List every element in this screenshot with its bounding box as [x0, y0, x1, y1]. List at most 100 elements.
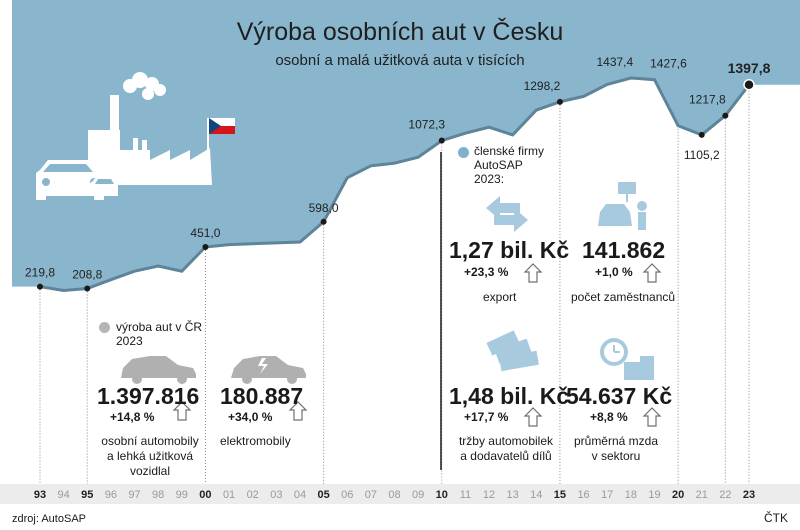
stat-wage-delta: +8,8 % — [590, 410, 628, 424]
data-label: 1397,8 — [728, 60, 771, 76]
up-arrow-icon — [642, 263, 662, 283]
data-markers — [37, 79, 755, 292]
x-tick-label: 00 — [199, 489, 211, 501]
x-tick-label: 93 — [34, 489, 46, 501]
stat-revenue-caption: tržby automobilek a dodavatelů dílů — [450, 434, 562, 464]
worker-icon — [598, 182, 647, 230]
data-marker — [722, 112, 729, 119]
source-note: zdroj: AutoSAP — [12, 513, 86, 525]
stat-ev-value: 180.887 — [220, 383, 304, 409]
x-tick-label: 13 — [507, 489, 519, 501]
car-small-windows — [95, 179, 114, 184]
caption-line: průměrná mzda — [573, 434, 659, 448]
x-tick-label: 09 — [412, 489, 424, 501]
x-tick-label: 08 — [388, 489, 400, 501]
stat-employees-caption: počet zaměstnanců — [571, 290, 676, 304]
stat-employees-value: 141.862 — [582, 237, 666, 263]
stat-ev-caption: elektromobily — [220, 434, 291, 448]
production-line — [39, 76, 751, 293]
stat-wage-value: 54.637 Kč — [566, 383, 673, 409]
data-label: 1072,3 — [408, 118, 445, 132]
stat-wage-caption: průměrná mzda v sektoru — [560, 434, 672, 464]
data-label: 219,8 — [25, 266, 55, 280]
x-tick-label: 12 — [483, 489, 495, 501]
x-tick-label: 10 — [436, 489, 448, 501]
x-tick-label: 19 — [648, 489, 660, 501]
x-tick-label: 94 — [58, 489, 70, 501]
stat-revenue-delta: +17,7 % — [464, 410, 509, 424]
x-tick-label: 99 — [176, 489, 188, 501]
x-tick-label: 17 — [601, 489, 613, 501]
stat-export-caption: export — [483, 290, 517, 304]
x-tick-label: 98 — [152, 489, 164, 501]
axis-band — [0, 484, 800, 504]
x-tick-label: 22 — [719, 489, 731, 501]
x-tick-label: 16 — [577, 489, 589, 501]
up-arrow-icon — [288, 401, 308, 421]
up-arrow-icon — [642, 407, 662, 427]
stat-ev-delta: +34,0 % — [228, 410, 273, 424]
data-marker — [37, 283, 43, 290]
year-gridlines — [39, 84, 750, 484]
data-label: 1437,4 — [596, 55, 633, 69]
data-marker — [84, 285, 91, 292]
chart-subtitle: osobní a malá užitková auta v tisících — [275, 52, 525, 69]
car-silhouette-icon — [121, 356, 196, 384]
stat-cars-value: 1.397.816 — [97, 383, 200, 409]
data-label: 1105,2 — [684, 148, 720, 162]
data-label: 1427,6 — [650, 57, 687, 71]
x-tick-label: 07 — [365, 489, 377, 501]
data-label: 1298,2 — [524, 79, 561, 93]
legend-czr: výroba aut v ČR 2023 — [116, 320, 203, 348]
caption-line: a lehká užitková — [106, 449, 194, 463]
production-area — [0, 0, 800, 291]
x-tick-label: 15 — [554, 489, 566, 501]
x-tick-label: 18 — [625, 489, 637, 501]
legend-autosap: členské firmy AutoSAP 2023: — [474, 144, 545, 186]
caption-line: a dodavatelů dílů — [460, 449, 552, 463]
x-tick-label: 01 — [223, 489, 235, 501]
data-marker — [556, 98, 563, 105]
data-marker — [438, 137, 445, 144]
money-stack-icon — [486, 330, 539, 372]
data-marker — [202, 243, 209, 250]
x-tick-label: 02 — [247, 489, 259, 501]
x-tick-label: 97 — [128, 489, 140, 501]
up-arrow-icon — [523, 407, 543, 427]
data-marker — [743, 79, 755, 91]
caption-line: osobní automobily — [101, 434, 199, 448]
x-tick-label: 20 — [672, 489, 684, 501]
chart-title: Výroba osobních aut v Česku — [236, 18, 564, 46]
stat-export-value: 1,27 bil. Kč — [449, 237, 570, 263]
x-tick-label: 04 — [294, 489, 306, 501]
stat-export-delta: +23,3 % — [464, 265, 509, 279]
stat-employees-delta: +1,0 % — [595, 265, 633, 279]
x-tick-label: 96 — [105, 489, 117, 501]
x-axis-ticks: 93 94 95 96 97 98 99 00 01 02 03 04 05 06 07 08 09 10 11 12… — [34, 489, 755, 501]
data-label: 1217,8 — [689, 93, 726, 107]
data-label: 208,8 — [72, 267, 102, 281]
caption-line: tržby automobilek — [458, 434, 554, 448]
caption-line: vozidlal — [129, 464, 171, 478]
clock-coins-icon — [600, 338, 654, 380]
data-marker — [698, 131, 705, 138]
stat-revenue-value: 1,48 bil. Kč — [449, 383, 570, 409]
x-tick-label: 23 — [743, 489, 755, 501]
stat-cars-caption: osobní automobily a lehká užitková vozid… — [94, 434, 206, 479]
data-label: 598,0 — [309, 201, 339, 215]
x-tick-label: 95 — [81, 489, 93, 501]
legend-dot-autosap — [458, 147, 469, 158]
czech-flag-icon — [207, 118, 235, 165]
x-tick-label: 11 — [460, 489, 471, 501]
x-tick-label: 03 — [270, 489, 282, 501]
data-label: 451,0 — [190, 226, 220, 240]
caption-line: v sektoru — [591, 449, 641, 463]
factory-icon — [88, 72, 212, 185]
electric-car-icon — [231, 356, 306, 384]
x-tick-label: 05 — [317, 489, 329, 501]
stat-cars-delta: +14,8 % — [110, 410, 155, 424]
agency-credit: ČTK — [764, 511, 788, 525]
legend-dot-czr — [99, 322, 110, 333]
data-labels: 219,8 208,8 451,0 598,0 1072,3 1298,2 1437,4 14… — [25, 55, 771, 281]
